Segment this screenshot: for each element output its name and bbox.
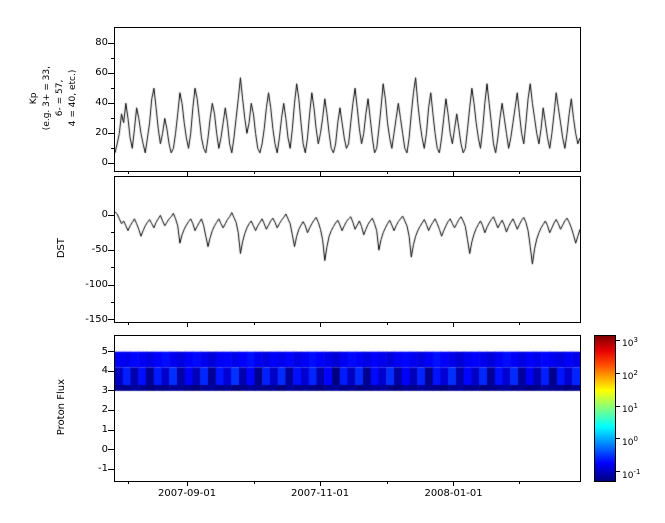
x-minor-tick	[128, 172, 130, 174]
x-tick-label: 2007-09-01	[158, 488, 217, 499]
colorbar-tick	[616, 339, 620, 341]
colorbar-tick	[616, 372, 620, 374]
x-tick	[319, 172, 321, 176]
y-tick	[108, 214, 114, 216]
y-tick-label: 80	[95, 37, 108, 49]
colorbar-tick-label: 100	[622, 434, 638, 448]
dst-axis-label-text: DST	[55, 238, 67, 259]
x-tick	[186, 482, 188, 486]
y-tick	[108, 249, 114, 251]
y-minor-tick	[111, 117, 114, 119]
y-tick	[108, 42, 114, 44]
y-minor-tick	[111, 267, 114, 269]
x-tick	[319, 323, 321, 327]
y-tick	[108, 370, 114, 372]
kp-axis-label-line3: 6- = 57,	[55, 80, 65, 117]
y-tick	[108, 409, 114, 411]
x-minor-tick	[519, 482, 521, 484]
kp-axis-label-line2: (e.g. 3+ = 33,	[42, 66, 52, 131]
x-minor-tick	[519, 323, 521, 325]
y-tick	[108, 162, 114, 164]
y-tick-label: 20	[95, 127, 108, 139]
y-tick-label: 4	[101, 365, 108, 377]
y-tick	[108, 468, 114, 470]
y-tick-label: 5	[101, 345, 108, 357]
x-minor-tick	[386, 172, 388, 174]
y-tick-label: 60	[95, 67, 108, 79]
y-tick	[108, 284, 114, 286]
y-tick	[108, 319, 114, 321]
x-minor-tick	[386, 482, 388, 484]
y-tick-label: 40	[95, 97, 108, 109]
y-tick-label: 2	[101, 404, 108, 416]
y-tick	[108, 102, 114, 104]
y-minor-tick	[111, 57, 114, 59]
x-tick-label: 2008-01-01	[424, 488, 483, 499]
y-tick-label: 3	[101, 384, 108, 396]
x-minor-tick	[128, 482, 130, 484]
kp-panel	[114, 27, 581, 172]
colorbar-tick	[616, 405, 620, 407]
x-minor-tick	[254, 482, 255, 484]
x-tick-label: 2007-11-01	[291, 488, 350, 499]
x-tick	[453, 172, 455, 176]
y-minor-tick	[111, 147, 114, 149]
y-tick-label: 0	[101, 209, 108, 221]
x-tick	[186, 172, 188, 176]
proton-flux-heatmap-canvas	[115, 336, 580, 481]
y-tick-label: -50	[91, 244, 108, 256]
colorbar	[594, 335, 616, 482]
colorbar-tick	[616, 471, 620, 473]
x-minor-tick	[386, 323, 388, 325]
y-tick	[108, 390, 114, 392]
y-tick-label: 1	[101, 424, 108, 436]
x-minor-tick	[254, 323, 255, 325]
y-minor-tick	[111, 301, 114, 303]
y-minor-tick	[111, 232, 114, 234]
colorbar-tick-label: 101	[622, 402, 638, 416]
dst-panel	[114, 176, 581, 323]
x-tick	[186, 323, 188, 327]
kp-series-canvas	[115, 28, 580, 171]
y-tick-label: -100	[85, 279, 108, 291]
proton-flux-panel	[114, 335, 581, 482]
proton-flux-axis-label-text: Proton Flux	[55, 379, 67, 436]
x-minor-tick	[519, 172, 521, 174]
y-minor-tick	[111, 87, 114, 89]
x-tick	[453, 482, 455, 486]
y-tick-label: -1	[98, 463, 108, 475]
y-tick	[108, 449, 114, 451]
x-minor-tick	[254, 172, 255, 174]
y-tick-label: 0	[101, 157, 108, 169]
dst-series-canvas	[115, 177, 580, 322]
colorbar-tick-label: 102	[622, 369, 638, 383]
y-tick	[108, 429, 114, 431]
y-tick	[108, 132, 114, 134]
x-tick	[319, 482, 321, 486]
y-tick-label: 0	[101, 443, 108, 455]
x-tick	[453, 323, 455, 327]
colorbar-tick-label: 103	[622, 336, 638, 350]
y-tick-label: -150	[85, 313, 108, 325]
x-minor-tick	[128, 323, 130, 325]
y-tick	[108, 72, 114, 74]
colorbar-tick	[616, 438, 620, 440]
kp-axis-label-line1: Kp	[29, 92, 39, 105]
colorbar-tick-label: 10-1	[622, 467, 641, 481]
y-tick	[108, 351, 114, 353]
